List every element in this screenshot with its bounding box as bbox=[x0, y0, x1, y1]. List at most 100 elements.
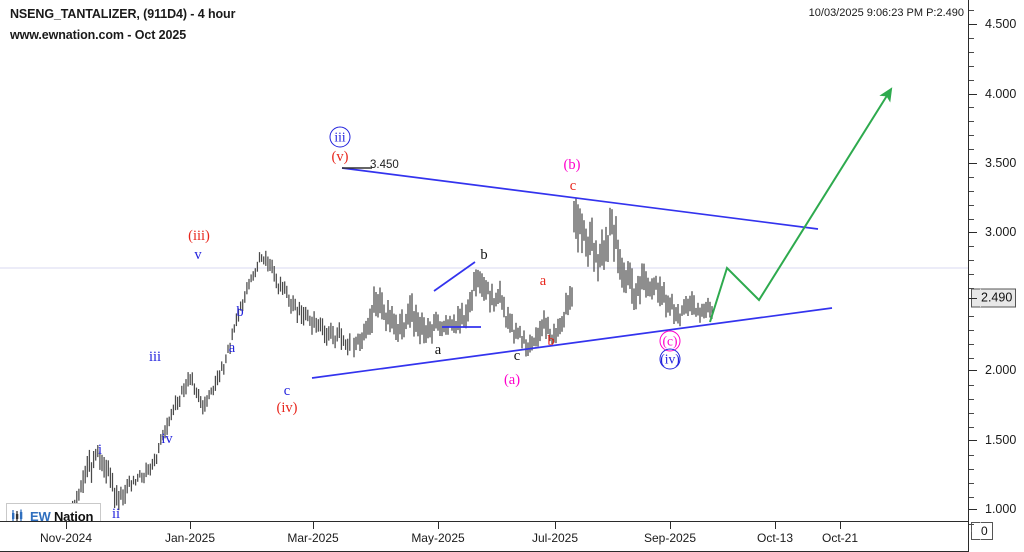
chart-canvas bbox=[0, 87, 968, 522]
wave-label-iii-5: (iii) bbox=[188, 227, 210, 244]
price-bars-group bbox=[59, 197, 713, 522]
wave-label-a-6: a bbox=[228, 339, 236, 356]
x-axis-label-0: Nov-2024 bbox=[39, 531, 93, 545]
timestamp-label: 10/03/2025 9:06:23 PM P:2.490 bbox=[808, 7, 964, 19]
y-minor-tick bbox=[969, 204, 974, 206]
chart-plot-area[interactable]: 3.450 i ii iii iv v (iii) a b c (iv) iii (v) a b c (a) a… bbox=[0, 0, 968, 522]
x-axis-label-4: Jul-2025 bbox=[531, 531, 579, 545]
y-tick-mark bbox=[969, 94, 977, 95]
x-axis-label-5: Sep-2025 bbox=[643, 531, 697, 545]
wave-label-a-16: a bbox=[539, 272, 547, 289]
y-minor-tick bbox=[969, 413, 974, 415]
y-minor-tick bbox=[969, 496, 974, 498]
x-axis-label-3: May-2025 bbox=[411, 531, 465, 545]
wave-label-b-18: (b) bbox=[563, 156, 581, 173]
x-tick-mark bbox=[66, 522, 67, 529]
y-minor-tick bbox=[969, 135, 974, 137]
y-tick-mark bbox=[969, 163, 977, 164]
wave-label-iv-21: (iv) bbox=[659, 348, 681, 370]
forecast-arrow bbox=[709, 87, 893, 323]
watermark-brand-suffix: Nation bbox=[50, 508, 94, 523]
wave-label-iii-2: iii bbox=[148, 348, 162, 365]
forecast-path-group bbox=[709, 87, 893, 323]
y-tick-mark bbox=[969, 298, 977, 299]
page-subtitle: www.ewnation.com - Oct 2025 bbox=[10, 28, 187, 42]
y-axis-label-3: 3.000 bbox=[985, 225, 1017, 239]
wave-label-c-14: c bbox=[513, 347, 521, 364]
y-minor-tick bbox=[969, 357, 974, 359]
y-minor-tick bbox=[969, 246, 974, 248]
y-axis-label-0: 4.500 bbox=[985, 17, 1017, 31]
y-minor-tick bbox=[969, 37, 974, 39]
x-tick-mark bbox=[840, 522, 841, 529]
y-minor-tick bbox=[969, 385, 974, 387]
candlestick-icon bbox=[12, 509, 23, 522]
wave-label-v-11: (v) bbox=[331, 148, 349, 165]
y-axis-label-7: 1.000 bbox=[985, 502, 1017, 516]
y-minor-tick bbox=[969, 288, 974, 289]
x-axis-label-2: Mar-2025 bbox=[287, 531, 339, 545]
wave-label-iv-3: iv bbox=[161, 430, 173, 447]
watermark-brand-prefix: EW bbox=[30, 508, 51, 523]
y-minor-tick bbox=[969, 65, 974, 67]
x-tick-mark bbox=[775, 522, 776, 529]
y-minor-tick bbox=[969, 218, 974, 220]
y-axis-label-1: 4.000 bbox=[985, 87, 1017, 101]
y-minor-tick bbox=[969, 10, 974, 11]
trendline-inner-ab-line bbox=[433, 261, 476, 292]
trendline-lower-support bbox=[311, 307, 833, 379]
x-tick-mark bbox=[670, 522, 671, 529]
x-tick-mark bbox=[438, 522, 439, 529]
wave-label-ii-1: ii bbox=[111, 505, 121, 522]
wave-label-a-15: (a) bbox=[503, 371, 521, 388]
y-minor-tick bbox=[969, 107, 974, 109]
y-minor-tick bbox=[969, 427, 974, 428]
y-minor-tick bbox=[969, 51, 974, 53]
y-minor-tick bbox=[969, 343, 974, 345]
y-minor-tick bbox=[969, 176, 974, 178]
y-minor-tick bbox=[969, 329, 974, 331]
y-minor-tick bbox=[969, 399, 974, 401]
y-minor-tick bbox=[969, 454, 974, 456]
y-tick-mark bbox=[969, 440, 977, 441]
y-axis-label-6: 1.500 bbox=[985, 433, 1017, 447]
x-tick-mark bbox=[555, 522, 556, 529]
wave-label-b-7: b bbox=[236, 303, 244, 320]
zero-marker: 0 bbox=[971, 522, 993, 540]
x-axis-label-7: Oct-21 bbox=[821, 531, 859, 545]
y-minor-tick bbox=[969, 482, 974, 484]
y-minor-tick bbox=[969, 524, 974, 526]
y-tick-mark bbox=[969, 24, 977, 25]
wave-label-c-8: c bbox=[283, 382, 291, 399]
page-title: NSENG_TANTALIZER, (911D4) - 4 hour bbox=[10, 7, 236, 21]
x-axis[interactable]: Nov-2024 Jan-2025 Mar-2025 May-2025 Jul-2025… bbox=[0, 521, 968, 552]
x-axis-label-1: Jan-2025 bbox=[164, 531, 216, 545]
y-minor-tick bbox=[969, 149, 974, 150]
y-tick-mark bbox=[969, 509, 977, 510]
wave-label-b-17: b bbox=[547, 332, 555, 349]
x-tick-mark bbox=[313, 522, 314, 529]
watermark-badge: EW Nation bbox=[6, 503, 102, 523]
trendline-upper-resistance bbox=[341, 167, 819, 230]
current-price-marker: 2.490 bbox=[971, 288, 1017, 308]
y-axis-label-5: 2.000 bbox=[985, 363, 1017, 377]
watermark-text: EW Nation bbox=[30, 509, 93, 523]
y-minor-tick bbox=[969, 274, 974, 276]
pivot-price-label: 3.450 bbox=[370, 159, 399, 171]
y-minor-tick bbox=[969, 121, 974, 123]
wave-label-c-19: c bbox=[569, 177, 577, 194]
y-axis[interactable]: 2.490 0 4.500 4.000 3.500 3.000 2.000 1.500 1.… bbox=[968, 0, 1024, 552]
y-minor-tick bbox=[969, 468, 974, 470]
y-axis-label-2: 3.500 bbox=[985, 156, 1017, 170]
wave-label-i-0: i bbox=[97, 441, 103, 458]
wave-label-b-13: b bbox=[480, 246, 488, 263]
wave-label-v-4: v bbox=[194, 246, 202, 263]
x-axis-label-6: Oct-13 bbox=[756, 531, 794, 545]
y-tick-mark bbox=[969, 232, 977, 233]
y-minor-tick bbox=[969, 315, 974, 317]
wave-label-iii-10: iii bbox=[329, 126, 351, 148]
y-tick-mark bbox=[969, 370, 977, 371]
wave-label-iv-9: (iv) bbox=[276, 399, 298, 416]
y-minor-tick bbox=[969, 79, 974, 81]
